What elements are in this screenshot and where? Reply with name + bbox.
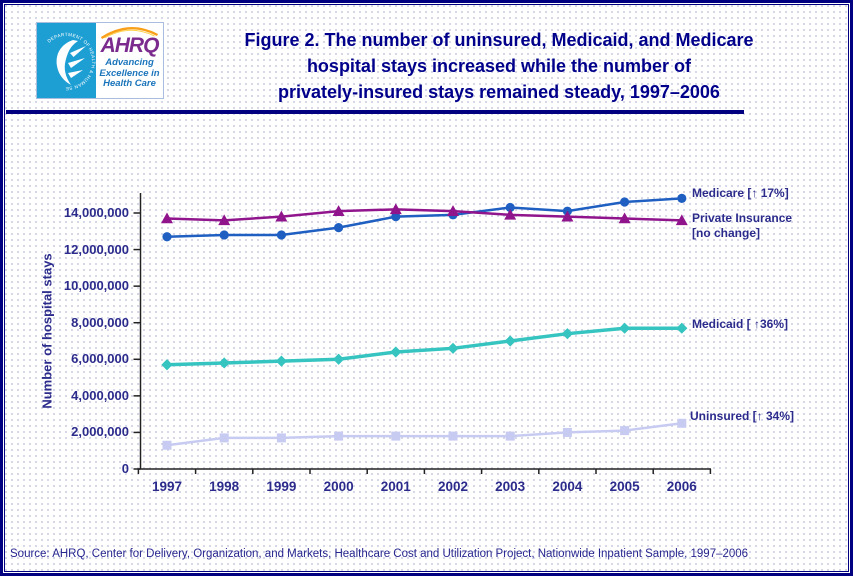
ahrq-tagline-line1: Advancing <box>105 57 154 68</box>
series-line-private-insurance <box>166 208 682 222</box>
series-marker-medicare <box>620 197 630 207</box>
x-tick-label: 1999 <box>266 479 297 494</box>
series-marker-medicaid <box>676 322 688 334</box>
series-marker-private-insurance <box>447 205 459 216</box>
legend-label-private-insurance: Private Insurance [no change] <box>692 211 793 240</box>
series-marker-private-insurance <box>504 208 517 220</box>
x-tick-label: 2002 <box>437 479 469 494</box>
series-marker-private-insurance <box>561 210 574 222</box>
series-marker-uninsured <box>219 433 229 443</box>
y-tick-label: 2,000,000 <box>71 424 129 440</box>
y-tick-label: 6,000,000 <box>71 351 129 367</box>
series-marker-medicare <box>276 230 286 240</box>
series-marker-uninsured <box>505 431 515 441</box>
series-marker-medicare <box>391 212 401 222</box>
series-marker-medicaid <box>504 335 516 347</box>
series-marker-private-insurance <box>275 210 288 222</box>
legend-label-medicare: Medicare [↑ 17%] <box>692 186 789 200</box>
series-marker-medicaid <box>333 353 345 365</box>
series-marker-medicare <box>562 206 573 216</box>
ahrq-arc-icon <box>100 27 159 39</box>
x-tick-label: 2003 <box>495 479 526 494</box>
figure-title-line3: privately-insured stays remained steady,… <box>278 82 720 102</box>
series-marker-medicare <box>219 230 229 240</box>
series-marker-private-insurance <box>332 205 345 216</box>
ahrq-tagline: Advancing Excellence in Health Care <box>96 57 163 90</box>
x-tick-label: 1997 <box>151 479 183 494</box>
ahrq-wordmark: AHRQ Advancing Excellence in Health Care <box>96 23 163 98</box>
figure-title-line2: hospital stays increased while the numbe… <box>306 56 692 76</box>
y-tick-label: 8,000,000 <box>71 314 129 330</box>
series-marker-uninsured <box>391 431 401 441</box>
y-tick-label: 10,000,000 <box>63 278 129 294</box>
series-marker-medicare <box>448 210 458 220</box>
series-line-medicare <box>166 197 682 239</box>
ahrq-logo: DEPARTMENT OF HEALTH & HUMAN SERVICES US… <box>35 19 164 99</box>
series-line-medicaid <box>166 326 682 367</box>
x-tick-label: 2004 <box>552 479 583 494</box>
series-marker-uninsured <box>276 433 286 443</box>
x-tick-label: 2005 <box>609 479 640 494</box>
series-marker-medicaid <box>390 346 402 358</box>
legend-label-uninsured: Uninsured [↑ 34%] <box>690 409 795 423</box>
y-tick-label: 4,000,000 <box>71 387 129 403</box>
y-tick-label: 0 <box>121 461 129 476</box>
series-marker-medicaid <box>275 355 287 367</box>
series-marker-uninsured <box>448 431 458 441</box>
series-marker-uninsured <box>620 426 630 436</box>
y-tick-label: 12,000,000 <box>63 241 129 257</box>
ahrq-tagline-line2: Excellence in <box>99 67 160 79</box>
series-marker-medicaid <box>447 342 459 354</box>
series-marker-private-insurance <box>161 212 173 224</box>
series-marker-private-insurance <box>675 214 688 226</box>
series-marker-medicaid <box>561 328 573 340</box>
x-tick-label: 2001 <box>380 479 411 494</box>
source-citation: Source: AHRQ, Center for Delivery, Organ… <box>10 548 749 560</box>
series-marker-uninsured <box>677 418 687 428</box>
ahrq-tagline-line3: Health Care <box>103 78 156 89</box>
y-axis-title: Number of hospital stays <box>39 253 55 409</box>
figure-title-line1: Figure 2. The number of uninsured, Medic… <box>244 30 754 50</box>
series-marker-uninsured <box>162 440 172 450</box>
series-marker-medicaid <box>218 357 230 369</box>
series-marker-medicare <box>505 202 515 213</box>
series-marker-uninsured <box>334 431 344 441</box>
ahrq-acronym: AHRQ <box>100 34 160 57</box>
series-marker-uninsured <box>562 427 572 437</box>
y-tick-label: 14,000,000 <box>63 205 129 220</box>
series-marker-private-insurance <box>389 203 402 215</box>
figure-title: Figure 2. The number of uninsured, Medic… <box>168 27 830 105</box>
legend-label-medicaid: Medicaid [ ↑36%] <box>692 317 789 331</box>
x-tick-label: 2000 <box>323 479 354 494</box>
series-marker-medicaid <box>619 322 631 334</box>
series-marker-medicare <box>334 223 344 233</box>
title-separator-rule <box>6 110 744 114</box>
x-tick-label: 1998 <box>209 479 240 494</box>
series-marker-private-insurance <box>218 214 231 226</box>
hhs-eagle-icon: DEPARTMENT OF HEALTH & HUMAN SERVICES US… <box>35 19 96 91</box>
series-marker-medicare <box>162 232 172 242</box>
series-marker-medicare <box>677 193 687 203</box>
series-marker-private-insurance <box>618 212 631 224</box>
series-line-uninsured <box>166 422 682 447</box>
hhs-seal: DEPARTMENT OF HEALTH & HUMAN SERVICES US… <box>35 19 96 98</box>
x-tick-label: 2006 <box>666 479 697 494</box>
series-marker-medicaid <box>161 359 173 371</box>
